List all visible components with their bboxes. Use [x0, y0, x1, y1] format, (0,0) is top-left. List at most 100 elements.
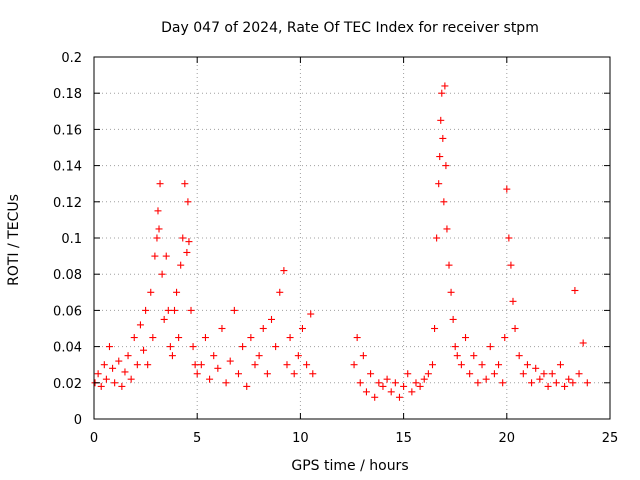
data-point: [115, 357, 123, 365]
data-point: [515, 352, 523, 360]
x-tick-label: 10: [292, 431, 309, 446]
x-tick-labels: 0 5 10 15 20 25: [90, 431, 618, 446]
data-point: [556, 361, 564, 369]
data-point: [367, 370, 375, 378]
y-tick-label: 0.16: [53, 123, 82, 138]
data-point: [379, 382, 387, 390]
data-point: [371, 393, 379, 401]
data-point: [579, 339, 587, 347]
data-point: [507, 261, 515, 269]
data-point: [259, 325, 267, 332]
y-tick-label: 0.04: [53, 341, 82, 356]
chart-title: Day 047 of 2024, Rate Of TEC Index for r…: [161, 20, 539, 36]
data-point: [151, 252, 159, 260]
data-point: [359, 352, 367, 360]
data-point: [523, 361, 531, 369]
x-tick-label: 0: [90, 431, 98, 446]
data-point: [466, 370, 474, 378]
y-axis-title: ROTI / TECUs: [6, 194, 22, 286]
data-point: [544, 382, 552, 390]
data-point: [210, 352, 218, 360]
x-axis-title: GPS time / hours: [291, 458, 408, 474]
data-point: [428, 361, 436, 369]
data-point: [436, 153, 444, 161]
data-point: [561, 382, 569, 390]
data-point: [164, 306, 172, 314]
data-point: [255, 352, 263, 360]
data-point: [438, 89, 446, 97]
data-point: [263, 370, 271, 378]
data-point: [179, 234, 187, 242]
data-point: [187, 306, 195, 314]
data-point: [206, 375, 214, 383]
data-point: [435, 180, 443, 188]
data-point: [439, 134, 447, 142]
y-tick-label: 0.18: [53, 87, 82, 102]
data-point: [166, 343, 174, 351]
data-point: [433, 234, 441, 242]
data-points: [91, 82, 591, 401]
data-point: [499, 379, 507, 387]
y-tick-label: 0.1: [61, 232, 82, 247]
data-point: [309, 370, 317, 378]
x-tick-label: 5: [193, 431, 201, 446]
data-point: [191, 361, 199, 369]
data-point: [565, 375, 573, 383]
data-point: [474, 379, 482, 387]
data-point: [168, 352, 176, 360]
data-point: [214, 364, 222, 372]
data-point: [234, 370, 242, 378]
data-point: [356, 379, 364, 387]
data-point: [247, 334, 255, 342]
data-point: [97, 382, 105, 390]
data-point: [136, 321, 144, 329]
data-point: [478, 361, 486, 369]
data-point: [519, 370, 527, 378]
data-point: [416, 382, 424, 390]
data-point: [286, 334, 294, 342]
data-point: [177, 261, 185, 269]
data-point: [583, 379, 591, 387]
data-point: [130, 334, 138, 342]
data-point: [100, 361, 108, 369]
data-point: [552, 379, 560, 387]
y-tick-label: 0.14: [53, 160, 82, 175]
data-point: [412, 379, 420, 387]
data-point: [272, 343, 280, 351]
data-point: [144, 361, 152, 369]
data-point: [395, 393, 403, 401]
y-tick-label: 0: [74, 413, 82, 428]
data-point: [503, 185, 511, 193]
data-point: [536, 375, 544, 383]
data-point: [218, 325, 226, 332]
data-point: [147, 288, 155, 296]
data-point: [408, 388, 416, 396]
data-point: [511, 325, 519, 332]
data-point: [162, 252, 170, 260]
data-point: [528, 379, 536, 387]
data-point: [243, 382, 251, 390]
data-point: [441, 82, 449, 90]
data-point: [387, 388, 395, 396]
data-point: [451, 343, 459, 351]
data-point: [153, 234, 161, 242]
axis-ticks: [93, 56, 611, 420]
data-point: [111, 379, 119, 387]
y-tick-label: 0.02: [53, 377, 82, 392]
data-point: [383, 375, 391, 383]
data-point: [447, 288, 455, 296]
data-point: [276, 288, 284, 296]
data-point: [160, 315, 168, 323]
data-point: [185, 238, 193, 246]
data-point: [490, 370, 498, 378]
data-point: [575, 370, 583, 378]
data-point: [350, 361, 358, 369]
data-point: [109, 364, 117, 372]
data-point: [453, 352, 461, 360]
data-point: [307, 310, 315, 318]
data-point: [440, 198, 448, 206]
data-point: [482, 375, 490, 383]
data-point: [184, 198, 192, 206]
data-point: [424, 370, 432, 378]
